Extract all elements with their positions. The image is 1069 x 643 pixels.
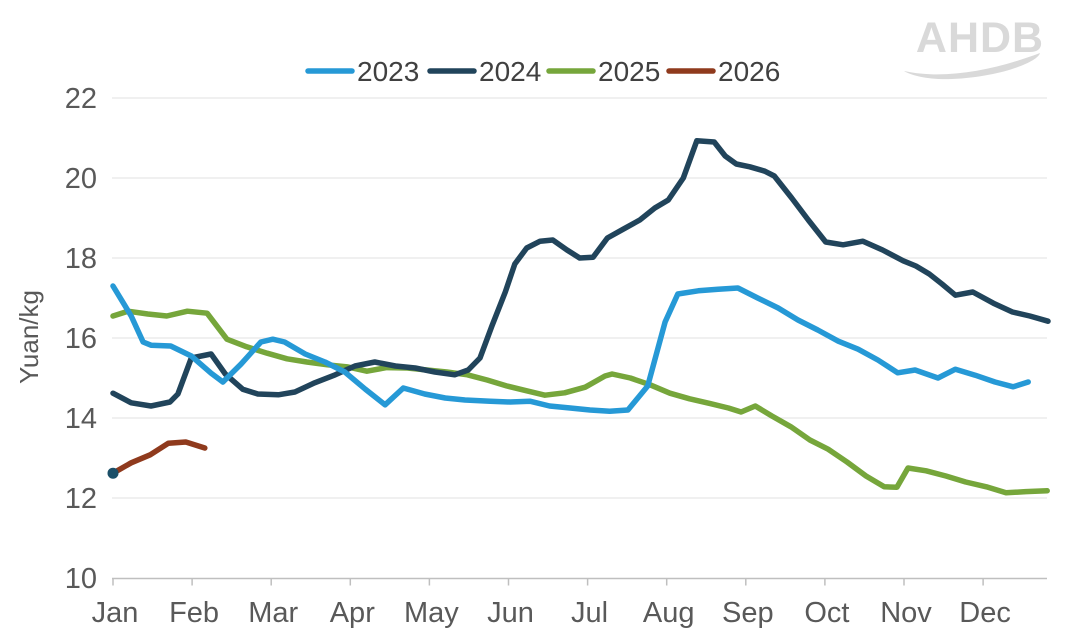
y-axis: 10 12 14 16 18 20 22: [65, 83, 97, 595]
legend-label: 2024: [479, 56, 541, 87]
chart-legend: 2023 2024 2025 2026: [305, 56, 780, 87]
y-tick-label: 20: [65, 163, 97, 195]
x-axis: Jan Feb Mar Apr May Jun Jul Aug Sep Oct Nov Dec: [92, 577, 1047, 629]
x-tick-label: Sep: [722, 597, 774, 629]
series-line-2024: [110, 138, 1051, 409]
ahdb-logo: AHDB: [904, 14, 1044, 80]
y-axis-title: Yuan/kg: [14, 290, 44, 384]
y-tick-label: 14: [65, 403, 97, 435]
legend-item-2024: 2024: [427, 56, 541, 87]
y-tick-label: 18: [65, 243, 97, 275]
x-tick-label: Aug: [643, 597, 695, 629]
y-tick-label: 16: [65, 323, 97, 355]
x-tick-label: Mar: [248, 597, 298, 629]
series-lines: [107, 138, 1051, 496]
x-tick-label: Jul: [571, 597, 608, 629]
ahdb-logo-swoosh-icon: [904, 53, 1040, 80]
legend-item-2026: 2026: [666, 56, 780, 87]
x-tick-label: Jun: [487, 597, 534, 629]
series-line-2023: [110, 283, 1031, 414]
y-tick-label: 10: [65, 563, 97, 595]
y-tick-label: 22: [65, 83, 97, 115]
x-tick-label: Apr: [330, 597, 375, 629]
series-line-2025: [110, 308, 1050, 496]
legend-label: 2026: [718, 56, 780, 87]
x-tick-label: May: [404, 597, 459, 629]
x-tick-label: Jan: [92, 597, 139, 629]
x-tick-label: Nov: [880, 597, 932, 629]
gridlines: [112, 97, 1047, 499]
y-tick-label: 12: [65, 483, 97, 515]
legend-label: 2025: [598, 56, 660, 87]
x-tick-label: Oct: [804, 597, 849, 629]
series-line-2026: [110, 439, 208, 476]
x-tick-label: Feb: [169, 597, 219, 629]
series-start-marker: [107, 467, 119, 479]
legend-item-2025: 2025: [546, 56, 660, 87]
legend-item-2023: 2023: [305, 56, 419, 87]
legend-label: 2023: [357, 56, 419, 87]
ahdb-logo-text: AHDB: [916, 14, 1044, 62]
x-tick-label: Dec: [959, 597, 1011, 629]
